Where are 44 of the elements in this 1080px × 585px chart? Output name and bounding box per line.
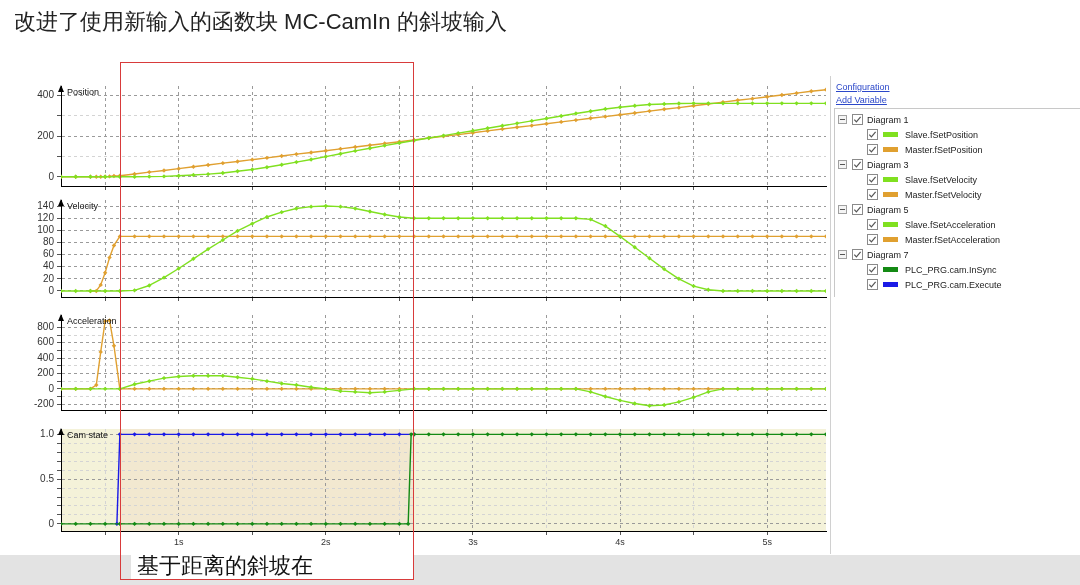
y-tick-label: 0	[48, 517, 55, 529]
y-axis-title: Velocity	[67, 200, 99, 211]
y-tick-label: 140	[37, 199, 55, 211]
legend-label: PLC_PRG.cam.Execute	[905, 279, 1002, 290]
legend-title: Diagram 3	[867, 159, 909, 170]
y-tick-label: 0	[48, 284, 55, 296]
y-tick-label: 80	[42, 236, 55, 248]
y-tick-label: 200	[37, 367, 55, 379]
band-label: 基于距离的斜坡在	[130, 553, 414, 579]
legend-title: Diagram 1	[867, 114, 909, 125]
y-tick-label: 600	[37, 336, 55, 348]
legend-label: Slave.fSetAcceleration	[905, 219, 996, 230]
x-tick-label: 4s	[615, 536, 626, 547]
y-tick-label: 60	[42, 248, 55, 260]
y-tick-label: 0	[48, 382, 55, 394]
y-tick-label: 800	[37, 321, 55, 333]
x-tick-label: 2s	[321, 536, 332, 547]
y-tick-label: 400	[37, 351, 55, 363]
y-tick-label: 40	[42, 260, 55, 272]
text: Add Variable	[836, 94, 887, 106]
legend-label: PLC_PRG.cam.InSync	[905, 264, 997, 275]
legend-label: Slave.fSetPosition	[905, 129, 979, 140]
y-tick-label: 400	[37, 88, 55, 100]
y-tick-label: 20	[42, 272, 55, 284]
y-tick-label: 0	[48, 170, 55, 182]
legend-title: Diagram 5	[867, 204, 909, 215]
legend-label: Slave.fSetVelocity	[905, 174, 978, 185]
chart-title: 改进了使用新输入的函数块 MC-CamIn 的斜坡输入	[14, 8, 507, 36]
y-tick-label: 0.5	[40, 472, 55, 484]
y-axis-title: Cam state	[67, 429, 109, 440]
y-tick-label: 100	[37, 224, 55, 236]
x-tick-label: 5s	[762, 536, 773, 547]
y-tick-label: 200	[37, 129, 55, 141]
legend-label: Master.fSetAcceleration	[905, 234, 1001, 245]
legend-label: Master.fSetVelocity	[905, 189, 982, 200]
x-tick-label: 1s	[173, 536, 184, 547]
y-axis-title: Position	[67, 86, 100, 97]
legend-label: Master.fSetPosition	[905, 144, 983, 155]
y-tick-label: 1.0	[40, 428, 55, 440]
x-tick-label: 3s	[468, 536, 479, 547]
legend-title: Diagram 7	[867, 249, 909, 260]
y-tick-label: 120	[37, 211, 55, 223]
y-tick-label: -200	[33, 397, 55, 409]
text: Configuration	[836, 81, 890, 93]
